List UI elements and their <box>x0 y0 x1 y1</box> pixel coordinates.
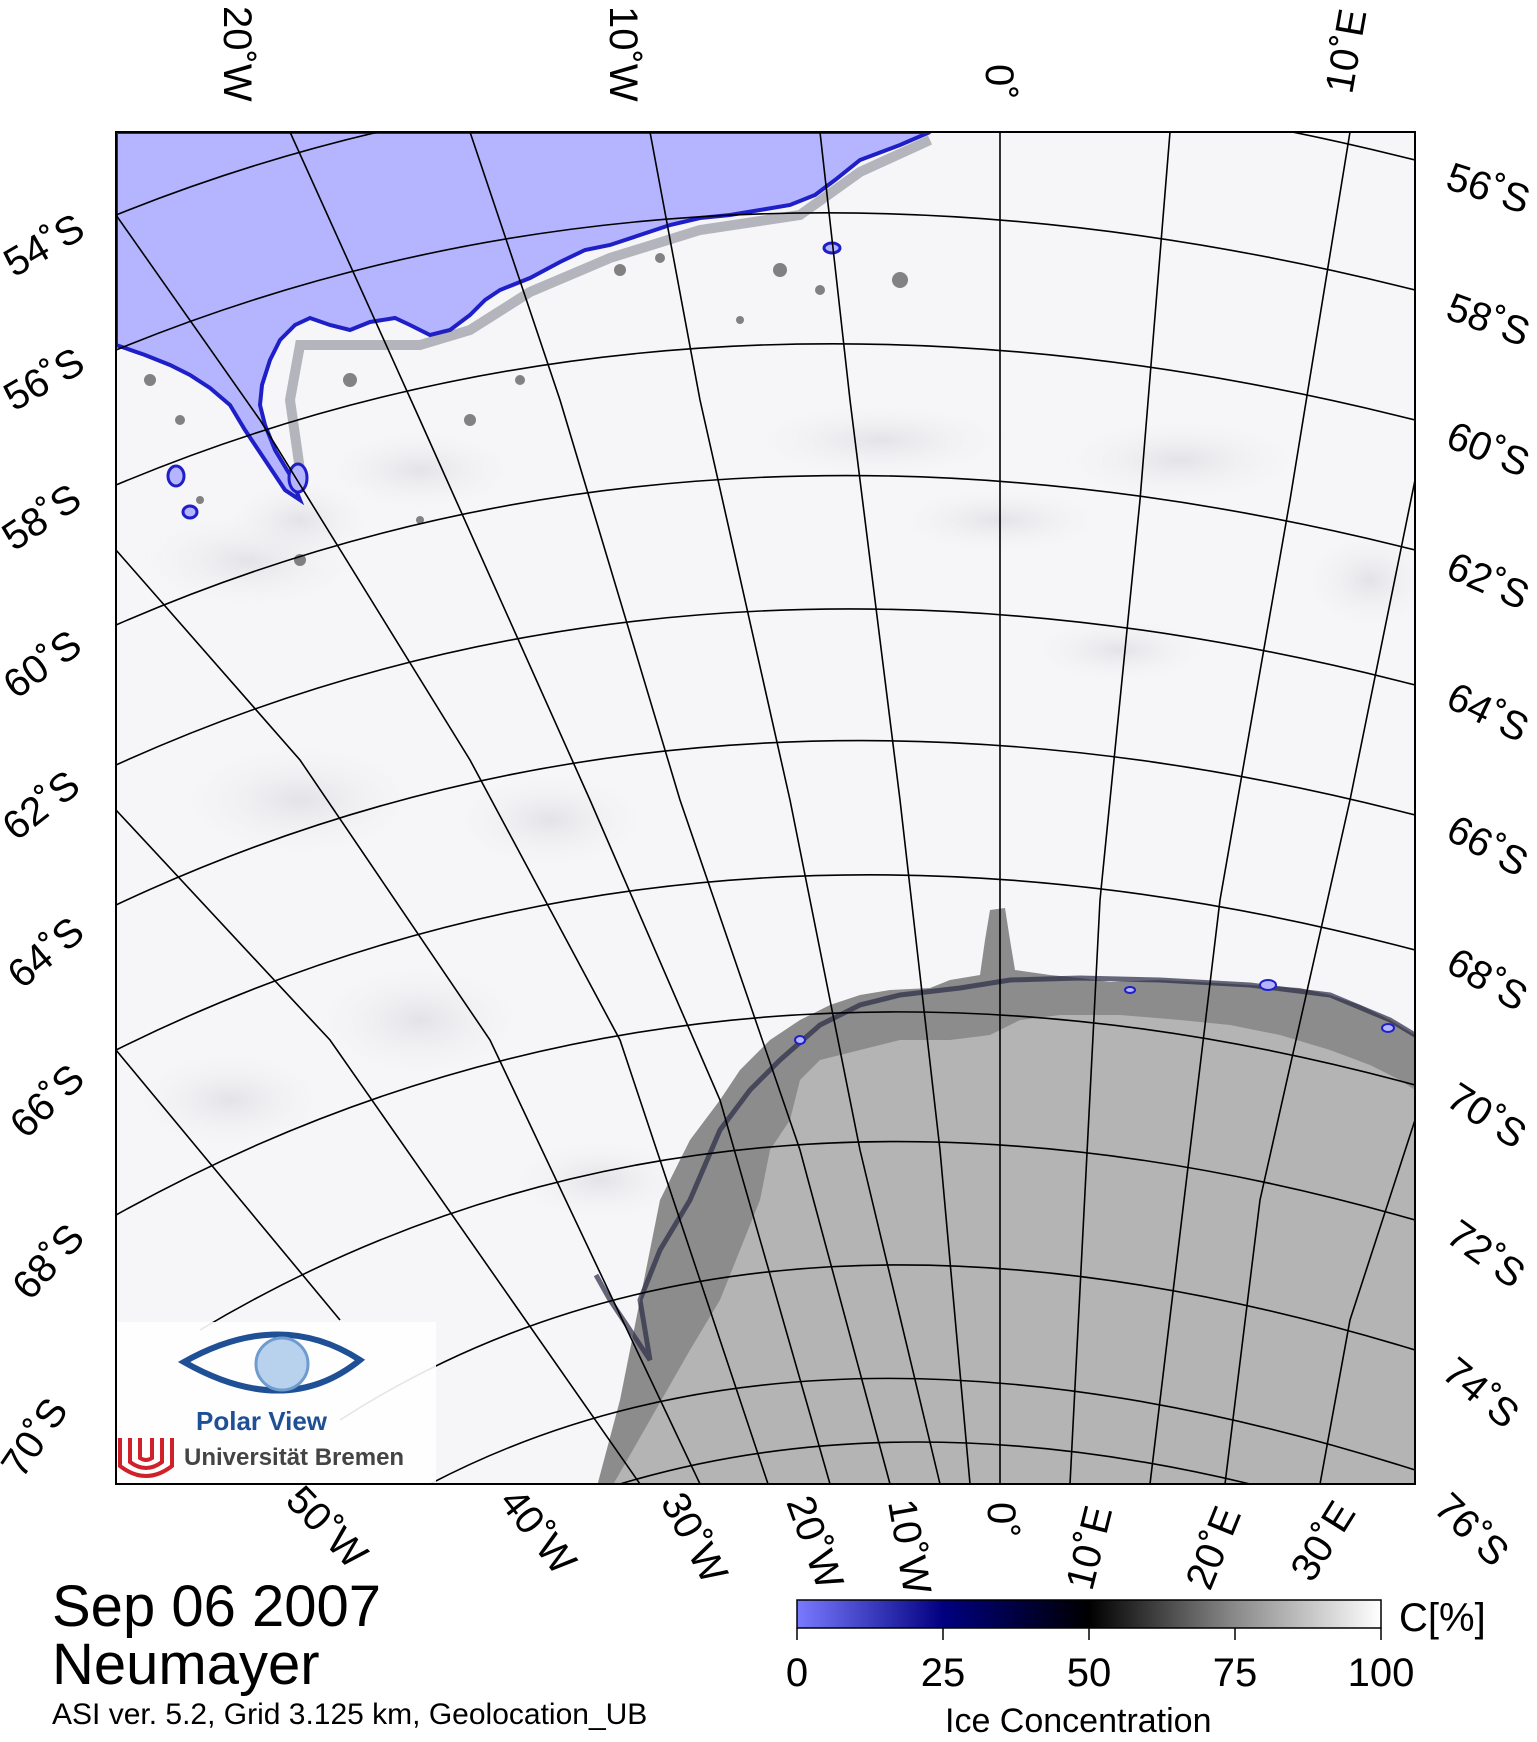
info-caption: ASI ver. 5.2, Grid 3.125 km, Geolocation… <box>52 1698 648 1731</box>
left-lat-label: 68˚S <box>4 1216 93 1308</box>
map-frame <box>115 131 1416 1485</box>
marginal-ice-zone <box>284 135 933 471</box>
colorbar-tick-label: 75 <box>1212 1651 1258 1695</box>
parallel-74s <box>429 1377 1415 1484</box>
parallel-56s <box>116 212 1415 351</box>
logo-name: Polar View <box>196 1406 328 1436</box>
station-caption: Neumayer <box>52 1632 320 1697</box>
meridian-10w <box>469 132 891 1484</box>
parallel-76s <box>619 1441 1251 1484</box>
parallel-62s <box>116 608 1415 766</box>
left-lat-label: 62˚S <box>0 762 88 849</box>
right-lat-label: 68˚S <box>1440 940 1535 1020</box>
left-lat-label: 70˚S <box>0 1390 77 1485</box>
left-lat-label: 58˚S <box>0 476 89 560</box>
colorbar-unit: C[%] <box>1399 1596 1486 1640</box>
bottom-lon-label: 0˚ <box>979 1502 1023 1538</box>
top-lon-label: 0˚ <box>977 64 1021 100</box>
meridian-20w-b <box>289 132 831 1484</box>
globe-icon <box>254 1336 310 1392</box>
right-lat-label: 56˚S <box>1441 155 1535 223</box>
meridian-5e <box>1069 132 1171 1484</box>
logo-institution: Universität Bremen <box>184 1444 404 1471</box>
bottom-lon-label: 10˚E <box>1058 1502 1121 1595</box>
left-lat-label: 66˚S <box>2 1056 93 1146</box>
coast-water-spots <box>794 979 1395 1045</box>
bottom-lon-label: 20˚W <box>778 1490 852 1595</box>
colorbar-tick-label: 100 <box>1347 1651 1415 1695</box>
top-lon-label: 10˚E <box>1318 6 1376 97</box>
right-lat-label: 60˚S <box>1441 414 1536 486</box>
colorbar-gradient <box>796 1599 1382 1629</box>
meridian-10w-b <box>649 132 941 1484</box>
left-lat-label: 56˚S <box>0 339 92 419</box>
parallel-64s <box>116 739 1415 906</box>
colorbar-ticks <box>796 1628 1382 1640</box>
bottom-lon-label: 30˚E <box>1282 1494 1364 1589</box>
bottom-lon-label: 30˚W <box>652 1486 736 1591</box>
parallel-58s <box>116 342 1415 486</box>
water-patches <box>166 241 842 520</box>
parallel-54s <box>116 132 1415 216</box>
colorbar-tick-label: 50 <box>1066 1651 1112 1695</box>
left-lat-label: 54˚S <box>0 205 92 285</box>
land <box>613 1015 1415 1484</box>
parallel-60s <box>116 474 1415 626</box>
bottom-lon-label: 50˚W <box>278 1478 376 1577</box>
parallel-68s <box>116 1011 1415 1216</box>
right-lat-label: 76˚S <box>1426 1485 1517 1575</box>
right-lat-label: 74˚S <box>1434 1349 1527 1437</box>
bremen-logo-icon <box>118 1438 174 1478</box>
ice-floe-speckles <box>144 253 908 566</box>
graticule <box>116 132 1415 1484</box>
bottom-lon-label: 40˚W <box>491 1480 585 1583</box>
parallel-70s <box>199 1140 1415 1331</box>
parallel-72s <box>339 1264 1415 1421</box>
meridian-10e <box>1149 132 1351 1484</box>
top-lon-label: 20˚W <box>215 6 259 102</box>
coast-edge <box>593 975 1415 1362</box>
meridian-20e <box>1224 479 1415 1484</box>
right-lat-label: 62˚S <box>1440 544 1535 619</box>
polar-view-logo <box>116 1322 436 1484</box>
colorbar-tick-label: 25 <box>920 1651 966 1695</box>
bottom-lon-label: 10˚W <box>879 1496 939 1598</box>
colorbar-title: Ice Concentration <box>945 1702 1212 1740</box>
bottom-lon-label: 20˚E <box>1178 1501 1250 1596</box>
right-lat-label: 72˚S <box>1439 1212 1533 1297</box>
top-lon-label: 10˚W <box>601 6 645 102</box>
date-caption: Sep 06 2007 <box>52 1574 381 1639</box>
ice-texture <box>116 395 1415 1230</box>
right-lat-label: 70˚S <box>1439 1075 1534 1158</box>
meridian-20w <box>116 214 769 1484</box>
left-lat-label: 60˚S <box>0 622 90 707</box>
meridian-30w <box>116 549 701 1484</box>
open-water <box>116 132 931 506</box>
left-lat-label: 64˚S <box>0 909 93 997</box>
colorbar-tick-label: 0 <box>785 1651 809 1695</box>
parallel-66s <box>116 874 1415 1051</box>
meridian-5w <box>819 132 971 1484</box>
meridian-30e <box>1319 1119 1415 1484</box>
eye-icon <box>177 1331 366 1394</box>
map-area <box>116 132 1415 1484</box>
meridian-40w <box>116 809 641 1484</box>
right-lat-label: 66˚S <box>1440 807 1535 886</box>
right-lat-label: 58˚S <box>1441 285 1535 355</box>
right-lat-label: 64˚S <box>1440 675 1535 752</box>
